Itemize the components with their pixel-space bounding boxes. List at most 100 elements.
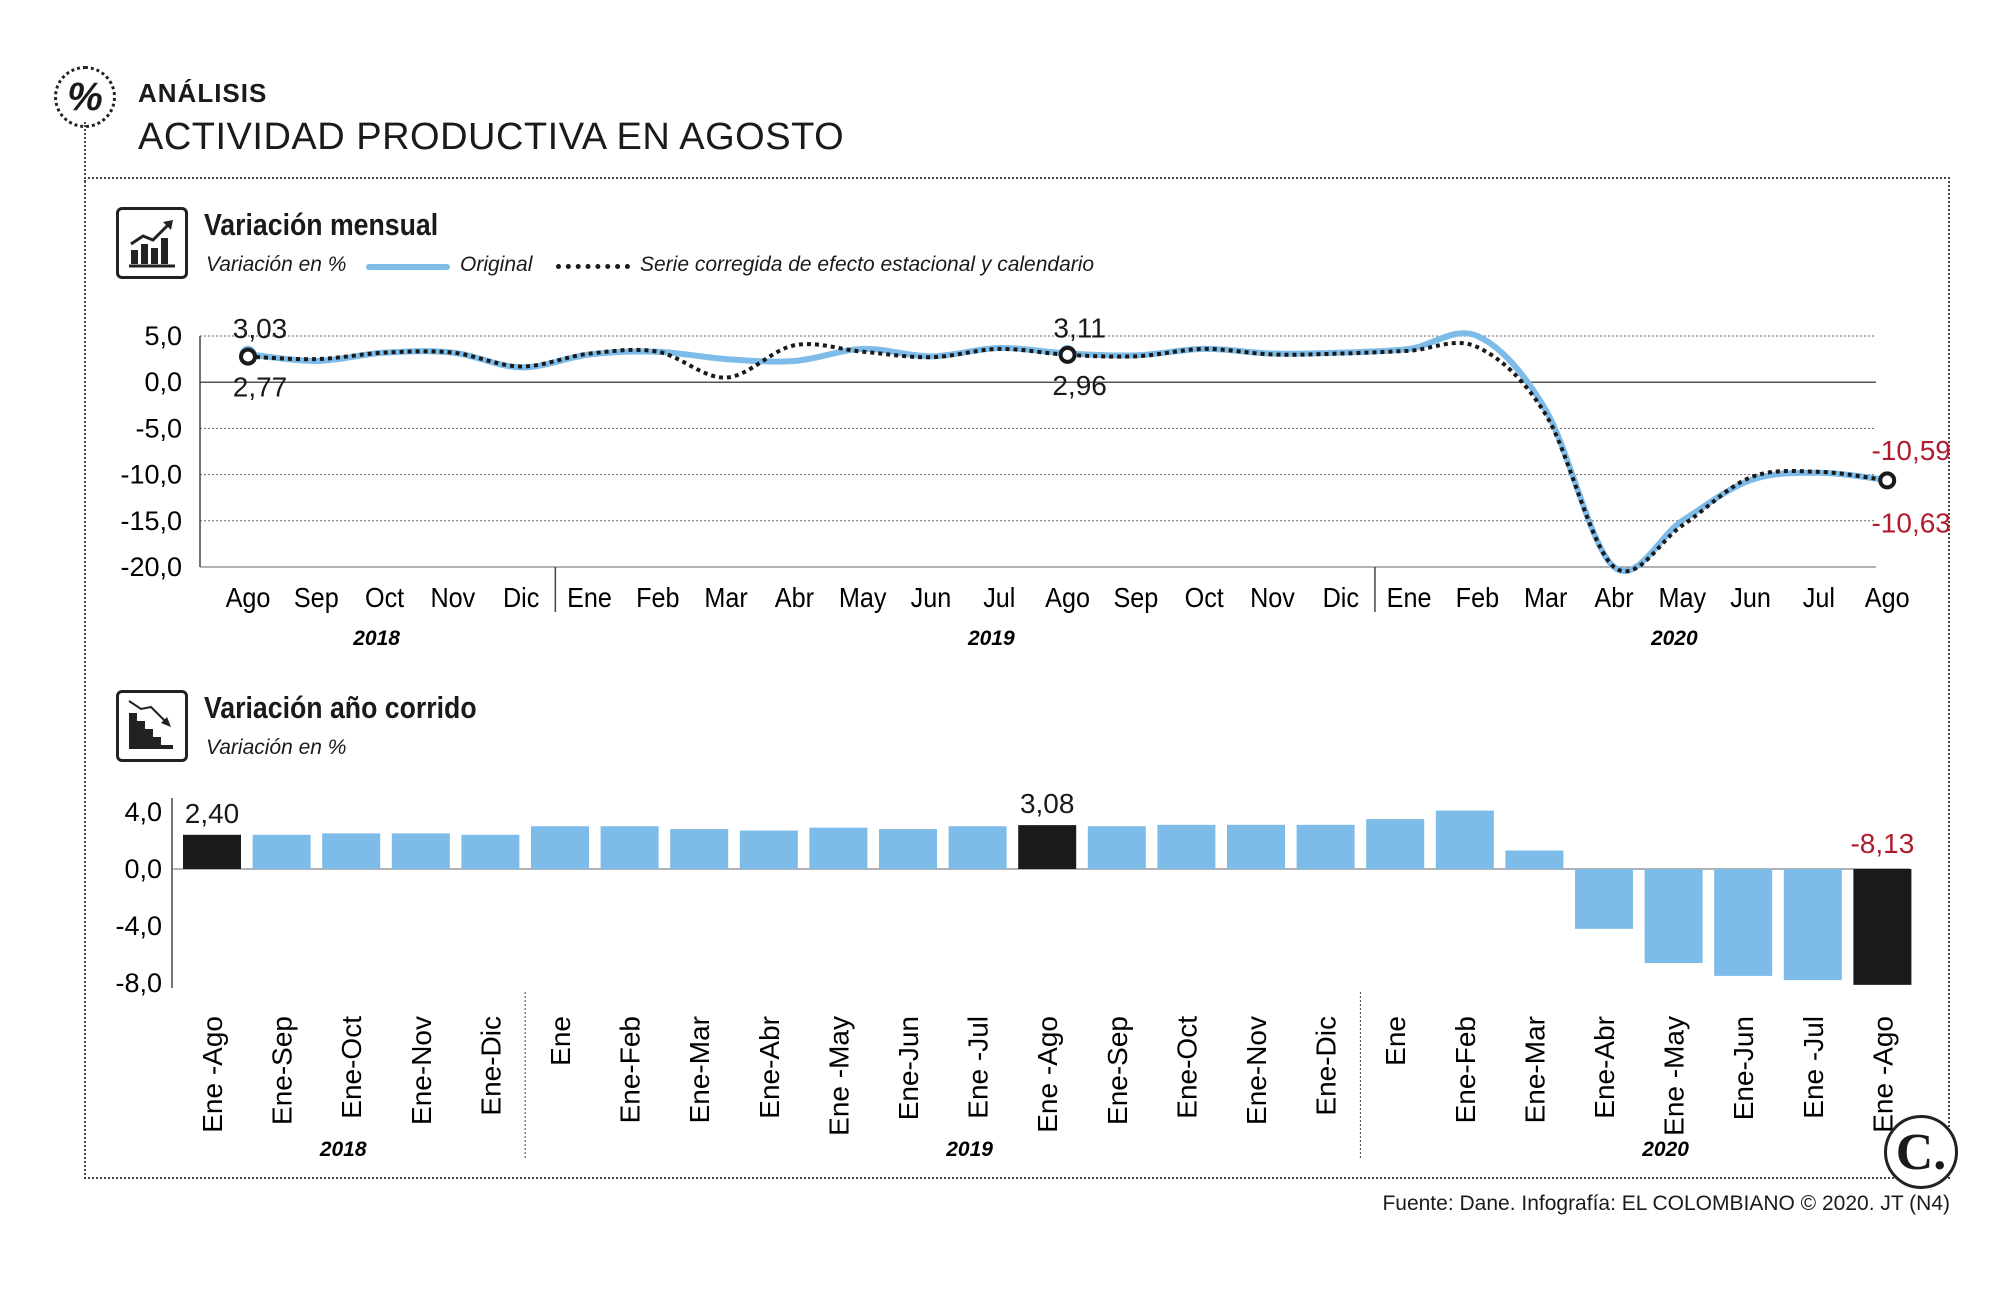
bar-x-tick-label: Ene -May bbox=[1659, 1016, 1690, 1136]
bar-x-tick-label: Ene-Abr bbox=[754, 1016, 785, 1119]
series-adjusted-point bbox=[1061, 348, 1075, 362]
bar bbox=[1645, 869, 1703, 963]
line-data-label: 3,03 bbox=[233, 313, 288, 344]
bar-x-tick-label: Ene bbox=[1380, 1016, 1411, 1066]
bar bbox=[670, 829, 728, 869]
bar-x-tick-label: Ene-Feb bbox=[615, 1016, 646, 1123]
line-year-label: 2018 bbox=[352, 627, 400, 650]
bar-x-tick-label: Ene-Nov bbox=[1241, 1016, 1272, 1125]
bar-x-tick-label: Ene-Feb bbox=[1450, 1016, 1481, 1123]
line-x-tick-label: Dic bbox=[503, 582, 539, 614]
bar-year-label: 2019 bbox=[945, 1138, 993, 1161]
bar bbox=[601, 826, 659, 869]
bar-x-tick-label: Ene bbox=[545, 1016, 576, 1066]
bar-data-label: 2,40 bbox=[185, 798, 240, 829]
bar bbox=[1505, 850, 1563, 869]
source-credit: Fuente: Dane. Infografía: EL COLOMBIANO … bbox=[1382, 1192, 1950, 1216]
bar bbox=[879, 829, 937, 869]
bar-x-tick-label: Ene-Dic bbox=[475, 1016, 506, 1116]
bar bbox=[1575, 869, 1633, 929]
bar-data-label: -8,13 bbox=[1850, 828, 1914, 859]
bar bbox=[1366, 819, 1424, 869]
line-x-tick-label: Mar bbox=[1524, 582, 1568, 614]
line-x-tick-label: Jul bbox=[983, 582, 1015, 614]
bar-x-tick-label: Ene-Jun bbox=[893, 1016, 924, 1120]
line-x-tick-label: Feb bbox=[1456, 582, 1499, 614]
bar bbox=[531, 826, 589, 869]
bar bbox=[1088, 826, 1146, 869]
line-y-tick-label: -15,0 bbox=[120, 506, 182, 536]
bar-x-tick-label: Ene -Jul bbox=[1798, 1016, 1829, 1119]
line-year-label: 2020 bbox=[1650, 627, 1698, 650]
line-data-label: 2,96 bbox=[1052, 370, 1107, 401]
bar bbox=[1784, 869, 1842, 980]
line-x-tick-label: Ago bbox=[1865, 582, 1910, 614]
bar-x-tick-label: Ene-Sep bbox=[1102, 1016, 1133, 1125]
line-x-tick-label: Oct bbox=[365, 582, 405, 614]
line-x-tick-label: Feb bbox=[636, 582, 679, 614]
bar bbox=[1157, 825, 1215, 869]
series-original-line bbox=[248, 333, 1887, 571]
bar-data-label: 3,08 bbox=[1020, 788, 1075, 819]
line-x-tick-label: Oct bbox=[1185, 582, 1225, 614]
line-x-tick-label: Ago bbox=[1045, 582, 1090, 614]
series-adjusted-point bbox=[1880, 473, 1894, 487]
line-data-label: 3,11 bbox=[1053, 312, 1105, 343]
series-adjusted-point bbox=[241, 350, 255, 364]
line-x-tick-label: Sep bbox=[294, 582, 339, 614]
el-colombiano-logo: C. bbox=[1884, 1115, 1958, 1189]
bar bbox=[1227, 825, 1285, 869]
bar bbox=[183, 835, 241, 869]
line-y-tick-label: 5,0 bbox=[144, 321, 182, 351]
bar-y-tick-label: -8,0 bbox=[115, 968, 162, 998]
line-x-tick-label: Nov bbox=[430, 582, 475, 614]
bar-x-tick-label: Ene-Mar bbox=[684, 1016, 715, 1123]
bar-year-label: 2018 bbox=[319, 1138, 367, 1161]
bar-x-tick-label: Ene-Nov bbox=[406, 1016, 437, 1125]
bar bbox=[949, 826, 1007, 869]
bar-x-tick-label: Ene -May bbox=[823, 1016, 854, 1136]
line-x-tick-label: Jun bbox=[911, 582, 952, 614]
bar bbox=[1018, 825, 1076, 869]
line-x-tick-label: Dic bbox=[1323, 582, 1359, 614]
bar-y-tick-label: 0,0 bbox=[124, 854, 162, 884]
line-x-tick-label: Jun bbox=[1730, 582, 1771, 614]
line-chart: 5,0 0,0 -5,0 -10,0 -15,0 -20,0 Ago Sep Oct Nov Di… bbox=[0, 0, 2000, 1293]
bar bbox=[809, 828, 867, 869]
line-x-tick-label: Sep bbox=[1113, 582, 1158, 614]
bar-x-tick-label: Ene -Ago bbox=[197, 1016, 228, 1133]
line-x-tick-label: May bbox=[1659, 582, 1707, 614]
line-y-tick-label: -20,0 bbox=[120, 552, 182, 582]
bar bbox=[322, 833, 380, 869]
bar-x-tick-label: Ene-Dic bbox=[1311, 1016, 1342, 1116]
bar-y-tick-label: -4,0 bbox=[115, 911, 162, 941]
bar-x-tick-label: Ene -Jul bbox=[963, 1016, 994, 1119]
line-x-tick-label: Ene bbox=[567, 582, 612, 614]
bar-x-tick-label: Ene -Ago bbox=[1032, 1016, 1063, 1133]
line-x-tick-label: Nov bbox=[1250, 582, 1295, 614]
line-x-tick-label: Ago bbox=[226, 582, 271, 614]
line-y-tick-label: 0,0 bbox=[144, 367, 182, 397]
bar-x-tick-label: Ene-Mar bbox=[1519, 1016, 1550, 1123]
bar-x-tick-label: Ene-Oct bbox=[1171, 1016, 1202, 1119]
bar-x-tick-label: Ene-Oct bbox=[336, 1016, 367, 1119]
bar bbox=[1436, 811, 1494, 869]
line-x-tick-label: Abr bbox=[775, 582, 814, 614]
bar-year-label: 2020 bbox=[1641, 1138, 1689, 1161]
bar-x-tick-label: Ene-Jun bbox=[1728, 1016, 1759, 1120]
bar-x-tick-label: Ene-Sep bbox=[267, 1016, 298, 1125]
line-x-tick-label: Mar bbox=[704, 582, 748, 614]
bar-x-tick-label: Ene -Ago bbox=[1867, 1016, 1898, 1133]
line-data-label: -10,59 bbox=[1871, 435, 1950, 466]
line-y-tick-label: -10,0 bbox=[120, 460, 182, 490]
bar bbox=[253, 835, 311, 869]
bar-y-tick-label: 4,0 bbox=[124, 797, 162, 827]
line-y-tick-label: -5,0 bbox=[135, 413, 182, 443]
line-x-tick-label: Ene bbox=[1387, 582, 1432, 614]
bar bbox=[461, 835, 519, 869]
line-x-tick-label: Abr bbox=[1594, 582, 1633, 614]
line-data-label: 2,77 bbox=[233, 372, 288, 403]
line-year-label: 2019 bbox=[967, 627, 1015, 650]
bar-x-tick-label: Ene-Abr bbox=[1589, 1016, 1620, 1119]
bar bbox=[1853, 869, 1911, 985]
